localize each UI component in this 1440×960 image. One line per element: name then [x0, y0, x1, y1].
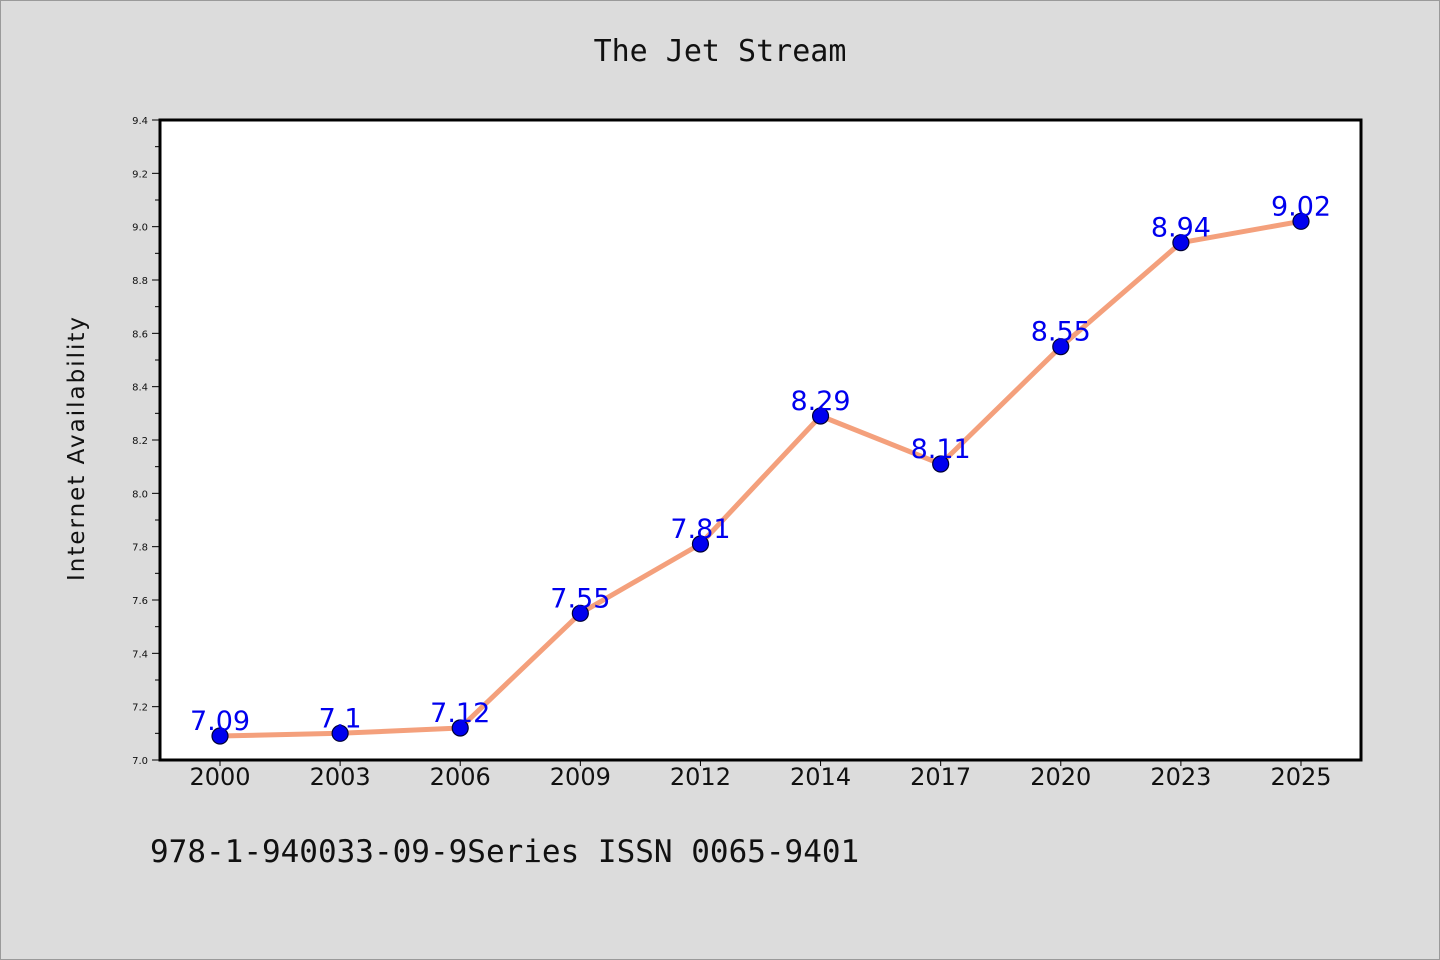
data-point	[1172, 234, 1190, 252]
y-tick-label: 9.0	[132, 223, 148, 234]
x-tick-label: 2012	[670, 763, 731, 791]
data-point	[1292, 212, 1310, 230]
data-label: 8.11	[911, 434, 971, 465]
data-label: 7.1	[319, 703, 362, 734]
plot-area	[160, 120, 1361, 760]
data-label: 7.55	[550, 583, 610, 614]
data-point	[211, 727, 229, 745]
data-label: 9.02	[1271, 191, 1331, 222]
y-tick-label: 7.0	[132, 756, 148, 767]
y-tick-label: 7.6	[132, 596, 148, 607]
data-label: 7.12	[430, 698, 490, 729]
x-tick-label: 2009	[550, 763, 611, 791]
x-tick-label: 2000	[189, 763, 250, 791]
plot-border	[158, 118, 1363, 762]
data-point	[331, 724, 349, 742]
data-point	[451, 719, 469, 737]
x-tick-label: 2017	[910, 763, 971, 791]
data-label: 8.94	[1151, 213, 1211, 244]
y-tick-label: 8.2	[132, 436, 148, 447]
y-tick-label: 8.4	[132, 383, 148, 394]
y-tick-label: 9.4	[132, 116, 148, 127]
data-label: 8.29	[790, 386, 850, 417]
x-tick-label: 2006	[430, 763, 491, 791]
series-markers	[211, 212, 1310, 745]
data-label: 7.81	[670, 514, 730, 545]
data-point	[571, 604, 589, 622]
data-labels: 7.09 7.1 7.12 7.55 7.81 8.29 8.11 8.55 8.94 9.02	[190, 191, 1331, 737]
y-tick-label: 8.8	[132, 276, 148, 287]
x-tick-label: 2003	[310, 763, 371, 791]
y-tick-label: 7.2	[132, 703, 148, 714]
series-line	[219, 218, 1302, 739]
x-tick-label: 2023	[1150, 763, 1211, 791]
x-tick-label: 2014	[790, 763, 851, 791]
y-tick-label: 9.2	[132, 169, 148, 180]
y-tick-label: 8.6	[132, 329, 148, 340]
y-tick-label: 7.4	[132, 649, 148, 660]
data-point	[932, 455, 950, 473]
data-label: 8.55	[1031, 317, 1091, 348]
data-point	[691, 535, 710, 553]
data-point	[1052, 338, 1070, 356]
y-axis: 7.0 7.2 7.4 7.6 7.8 8.0 8.2 8.4 8.6 8.8 9.0 9.2 9.4	[132, 116, 160, 767]
data-label: 7.09	[190, 706, 250, 737]
y-tick-label: 8.0	[132, 489, 148, 500]
x-tick-label: 2020	[1030, 763, 1091, 791]
x-axis: 2000 2003 2006 2009 2012 2014 2017 2020 2023 2025	[189, 760, 1332, 791]
footer-text: 978-1-940033-09-9Series ISSN 0065-9401	[150, 834, 860, 870]
data-point	[811, 407, 830, 425]
y-tick-label: 7.8	[132, 543, 148, 554]
x-tick-label: 2025	[1270, 763, 1331, 791]
chart-title: The Jet Stream	[593, 34, 847, 69]
